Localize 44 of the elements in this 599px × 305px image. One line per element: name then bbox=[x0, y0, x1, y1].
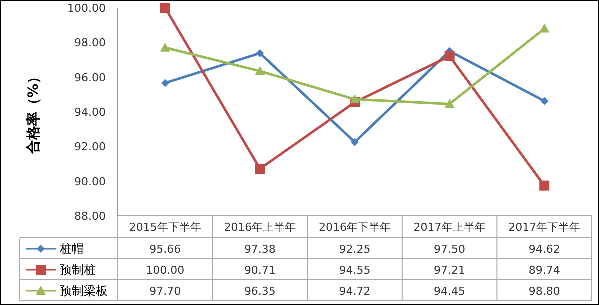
data-label: 97.50 bbox=[434, 243, 466, 256]
point bbox=[161, 79, 170, 88]
point bbox=[350, 94, 360, 104]
data-label: 90.71 bbox=[244, 264, 276, 277]
data-label: 97.38 bbox=[244, 243, 276, 256]
point bbox=[540, 180, 550, 191]
point bbox=[160, 42, 170, 52]
data-label: 95.66 bbox=[150, 243, 182, 256]
data-label: 97.21 bbox=[434, 264, 466, 277]
y-tick-label: 98.00 bbox=[74, 36, 106, 50]
data-label: 100.00 bbox=[146, 264, 185, 277]
point bbox=[444, 51, 455, 62]
y-tick-label: 96.00 bbox=[74, 71, 106, 84]
legend-label: 预制梁板 bbox=[60, 284, 108, 298]
data-label: 98.80 bbox=[528, 285, 560, 298]
point bbox=[351, 138, 359, 146]
data-label: 94.62 bbox=[528, 243, 560, 256]
data-label: 96.35 bbox=[244, 285, 276, 298]
y-tick-label: 92.00 bbox=[74, 140, 106, 154]
legend-label: 预制桩 bbox=[60, 263, 96, 277]
x-tick-label: 2017年下半年 bbox=[508, 221, 581, 234]
point bbox=[255, 66, 266, 76]
y-axis-title: 合格率（%） bbox=[25, 70, 42, 156]
x-tick-label: 2016年上半年 bbox=[224, 221, 296, 234]
x-tick-label: 2016年下半年 bbox=[319, 221, 391, 234]
point bbox=[255, 164, 266, 174]
point bbox=[256, 49, 264, 58]
data-label: 97.70 bbox=[150, 285, 182, 298]
data-label: 89.74 bbox=[528, 264, 560, 277]
point bbox=[540, 24, 550, 33]
data-label: 94.55 bbox=[339, 264, 371, 277]
x-tick-label: 2017年上半年 bbox=[414, 221, 486, 234]
y-tick-label: 94.00 bbox=[74, 106, 106, 119]
y-tick-label: 90.00 bbox=[74, 175, 106, 188]
data-label: 92.25 bbox=[339, 243, 371, 256]
legend-label: 桩帽 bbox=[59, 242, 84, 256]
point bbox=[160, 3, 170, 13]
x-tick-label: 2015年下半年 bbox=[129, 221, 202, 234]
point bbox=[540, 97, 549, 106]
y-tick-label: 100.00 bbox=[68, 2, 106, 15]
data-label: 94.45 bbox=[434, 285, 466, 298]
data-label: 94.72 bbox=[339, 285, 371, 298]
point bbox=[444, 99, 455, 108]
y-tick-label: 88.00 bbox=[74, 210, 106, 223]
